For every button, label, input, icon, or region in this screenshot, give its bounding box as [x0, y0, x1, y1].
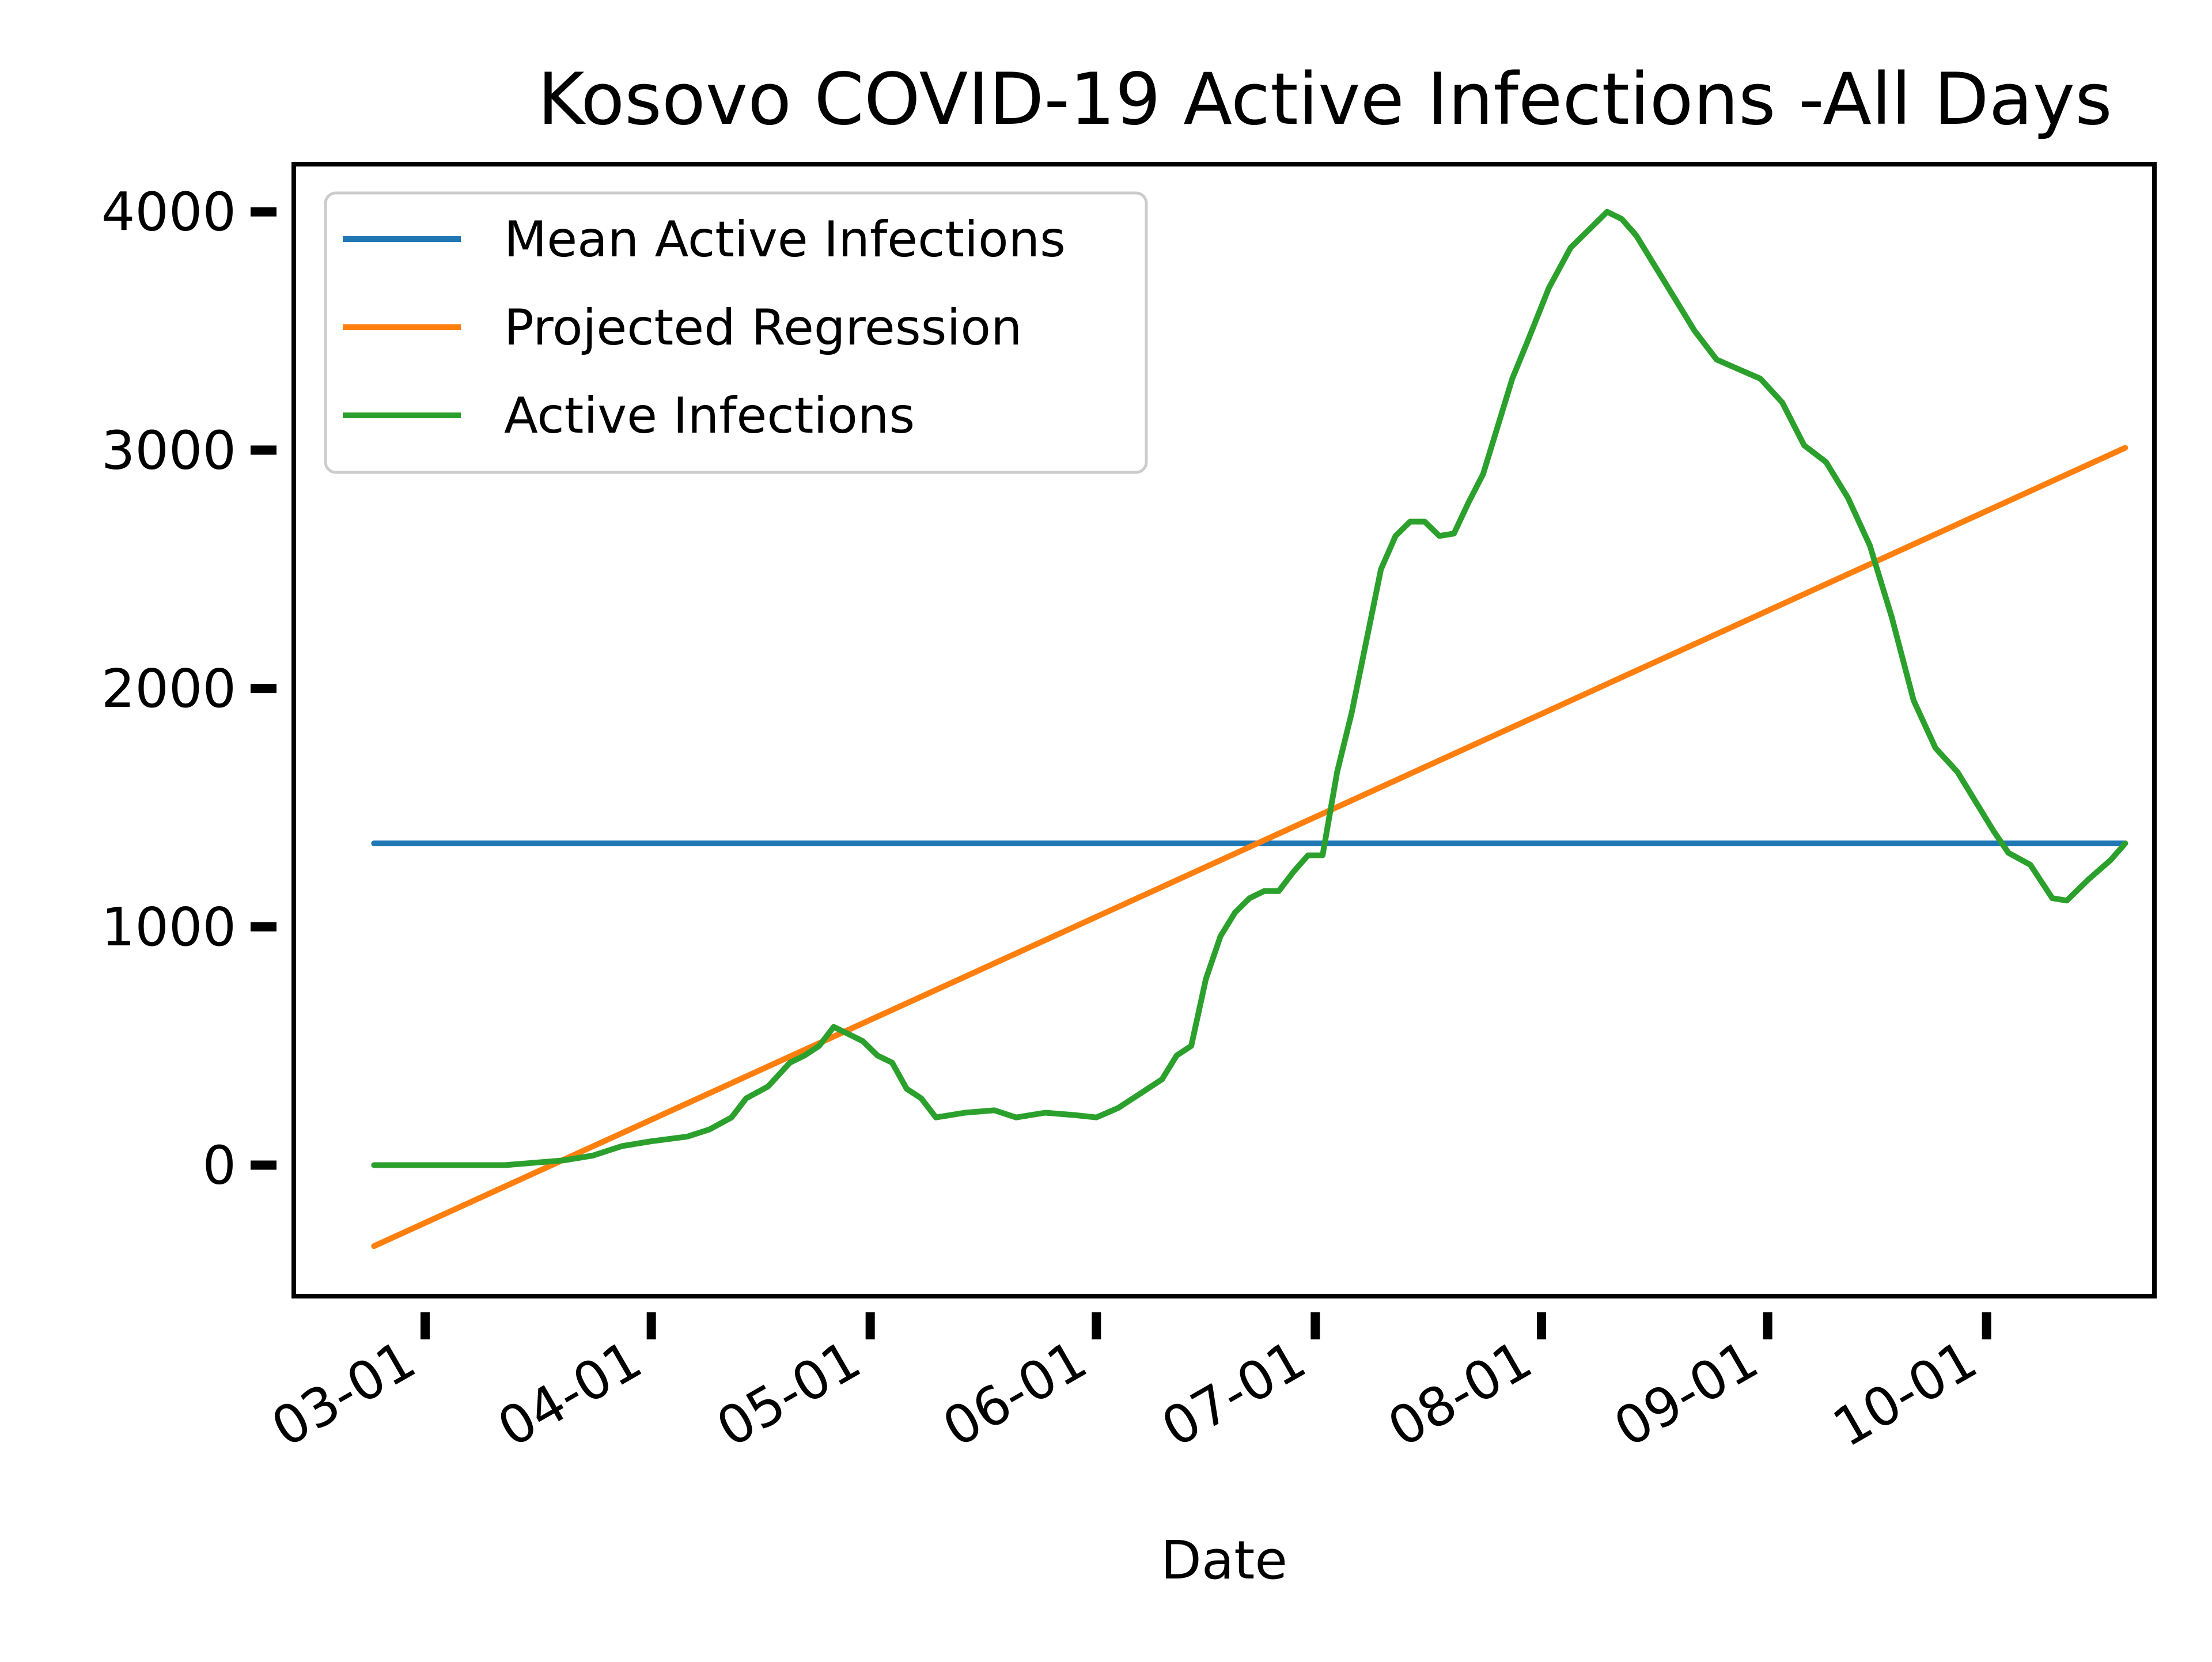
legend-box — [324, 191, 1148, 474]
axes-frame — [291, 162, 2157, 1298]
plot-area — [291, 162, 2157, 1298]
legend-label: Active Infections — [504, 387, 915, 445]
legend: Mean Active Infections Projected Regressi… — [324, 191, 1148, 474]
series-line-3 — [371, 209, 2128, 1168]
y-tick-label: 0 — [202, 1134, 236, 1196]
chart-title: Kosovo COVID-19 Active Infections -All D… — [537, 58, 2112, 141]
legend-label: Mean Active Infections — [504, 211, 1066, 268]
series-line-2 — [371, 445, 2128, 1250]
y-axis: 0 1000 2000 3000 4000 — [101, 181, 276, 1196]
y-tick-label: 3000 — [101, 419, 236, 481]
y-tick-label: 1000 — [101, 896, 236, 958]
y-tick-label: 2000 — [101, 658, 236, 720]
x-axis-label: Date — [1161, 1530, 1287, 1591]
legend-label: Projected Regression — [504, 299, 1022, 357]
y-tick-label: 4000 — [101, 181, 236, 243]
